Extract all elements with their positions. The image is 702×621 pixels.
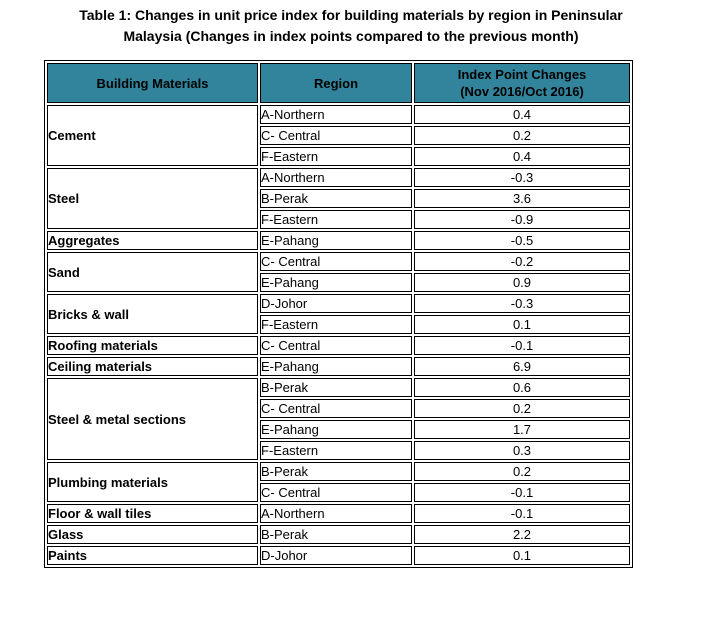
material-cell: Cement	[47, 105, 258, 166]
region-cell: F-Eastern	[260, 315, 412, 334]
material-cell: Ceiling materials	[47, 357, 258, 376]
region-cell: A-Northern	[260, 504, 412, 523]
table-row: Plumbing materials B-Perak 0.2	[47, 462, 630, 502]
material-cell: Sand	[47, 252, 258, 292]
material-cell: Floor & wall tiles	[47, 504, 258, 523]
index-value-cell: 0.4	[414, 105, 630, 124]
index-value-cell: 3.6	[414, 189, 630, 208]
table-body: Cement A-Northern 0.4 C- Central 0.2 F-Easter…	[47, 105, 630, 565]
index-value-cell: 2.2	[414, 525, 630, 544]
header-building-materials: Building Materials	[47, 63, 258, 103]
table-row: C- Central -0.1	[47, 483, 630, 502]
table-row: F-Eastern -0.9	[47, 210, 630, 229]
index-value-cell: -0.1	[414, 483, 630, 502]
index-value-cell: -0.5	[414, 231, 630, 250]
table-row: F-Eastern 0.4	[47, 147, 630, 166]
table-row: Ceiling materials E-Pahang 6.9	[47, 357, 630, 376]
header-index-point-changes: Index Point Changes (Nov 2016/Oct 2016)	[414, 63, 630, 103]
index-value-cell: -0.9	[414, 210, 630, 229]
material-cell: Bricks & wall	[47, 294, 258, 334]
region-cell: C- Central	[260, 252, 412, 271]
table-row: B-Perak 3.6	[47, 189, 630, 208]
index-value-cell: -0.1	[414, 336, 630, 355]
material-cell: Steel	[47, 168, 258, 229]
index-value-cell: -0.2	[414, 252, 630, 271]
material-cell: Steel & metal sections	[47, 378, 258, 460]
region-cell: D-Johor	[260, 546, 412, 565]
region-cell: B-Perak	[260, 462, 412, 481]
region-cell: C- Central	[260, 336, 412, 355]
table-row: C- Central 0.2	[47, 126, 630, 145]
table-row: E-Pahang 1.7	[47, 420, 630, 439]
table-row: E-Pahang 0.9	[47, 273, 630, 292]
header-row: Building Materials Region Index Point Ch…	[47, 63, 630, 103]
table-row: F-Eastern 0.3	[47, 441, 630, 460]
table-row: Floor & wall tiles A-Northern -0.1	[47, 504, 630, 523]
material-cell: Roofing materials	[47, 336, 258, 355]
region-cell: F-Eastern	[260, 441, 412, 460]
building-materials-table: Building Materials Region Index Point Ch…	[44, 60, 633, 568]
region-cell: C- Central	[260, 126, 412, 145]
index-value-cell: 1.7	[414, 420, 630, 439]
index-value-cell: 0.6	[414, 378, 630, 397]
index-value-cell: 0.9	[414, 273, 630, 292]
index-value-cell: 0.1	[414, 546, 630, 565]
table-row: Steel A-Northern -0.3	[47, 168, 630, 229]
table-row: Cement A-Northern 0.4	[47, 105, 630, 166]
region-cell: E-Pahang	[260, 357, 412, 376]
region-cell: B-Perak	[260, 189, 412, 208]
index-value-cell: -0.1	[414, 504, 630, 523]
table-row: Glass B-Perak 2.2	[47, 525, 630, 544]
index-value-cell: 6.9	[414, 357, 630, 376]
region-cell: A-Northern	[260, 168, 412, 187]
region-cell: E-Pahang	[260, 273, 412, 292]
table-title-line2: Malaysia (Changes in index points compar…	[123, 28, 579, 44]
material-cell: Glass	[47, 525, 258, 544]
header-index-line1: Index Point Changes	[457, 67, 587, 82]
region-cell: A-Northern	[260, 105, 412, 124]
region-cell: E-Pahang	[260, 231, 412, 250]
material-cell: Aggregates	[47, 231, 258, 250]
table-row: Steel & metal sections B-Perak 0.6	[47, 378, 630, 460]
region-cell: F-Eastern	[260, 147, 412, 166]
index-value-cell: -0.3	[414, 294, 630, 313]
region-cell: D-Johor	[260, 294, 412, 313]
table-title: Table 1: Changes in unit price index for…	[0, 0, 702, 47]
material-cell: Plumbing materials	[47, 462, 258, 502]
table-row: C- Central 0.2	[47, 399, 630, 418]
header-region: Region	[260, 63, 412, 103]
index-value-cell: 0.1	[414, 315, 630, 334]
region-cell: C- Central	[260, 399, 412, 418]
header-index-line2: (Nov 2016/Oct 2016)	[460, 84, 584, 99]
material-cell: Paints	[47, 546, 258, 565]
table-title-line1: Table 1: Changes in unit price index for…	[79, 7, 623, 23]
table-row: Bricks & wall D-Johor -0.3	[47, 294, 630, 334]
index-value-cell: -0.3	[414, 168, 630, 187]
index-value-cell: 0.4	[414, 147, 630, 166]
table-row: Paints D-Johor 0.1	[47, 546, 630, 565]
region-cell: C- Central	[260, 483, 412, 502]
index-value-cell: 0.2	[414, 399, 630, 418]
table-row: F-Eastern 0.1	[47, 315, 630, 334]
table-row: Aggregates E-Pahang -0.5	[47, 231, 630, 250]
region-cell: E-Pahang	[260, 420, 412, 439]
region-cell: F-Eastern	[260, 210, 412, 229]
region-cell: B-Perak	[260, 378, 412, 397]
table-row: Roofing materials C- Central -0.1	[47, 336, 630, 355]
index-value-cell: 0.2	[414, 462, 630, 481]
table-row: Sand C- Central -0.2	[47, 252, 630, 292]
index-value-cell: 0.2	[414, 126, 630, 145]
index-value-cell: 0.3	[414, 441, 630, 460]
region-cell: B-Perak	[260, 525, 412, 544]
